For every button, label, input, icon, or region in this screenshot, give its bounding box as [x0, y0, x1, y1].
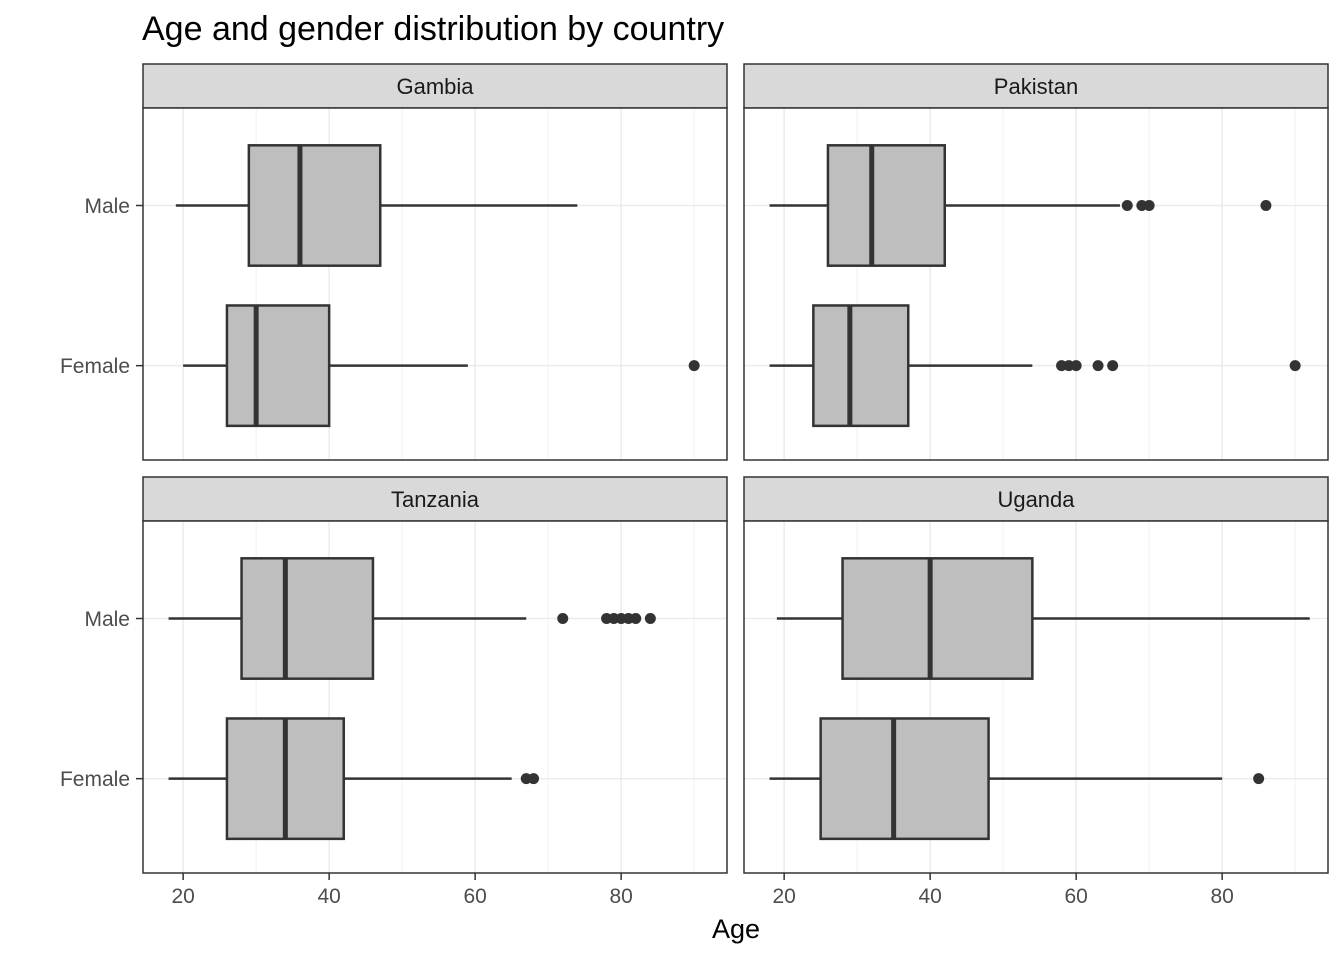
outlier-point	[644, 613, 656, 625]
facet-panels: Gambia Male Female Pakistan Tanzania Male Fema…	[60, 63, 1329, 908]
x-tick-label: 20	[772, 885, 795, 908]
panel-border	[142, 107, 728, 461]
box-iqr	[826, 144, 947, 267]
x-tick-label: 60	[1064, 885, 1087, 908]
box-iqr	[240, 557, 375, 680]
outlier-point	[1260, 200, 1272, 212]
strip-gambia	[142, 63, 728, 109]
box-iqr	[819, 717, 990, 841]
x-tick-label: 60	[463, 885, 486, 908]
box-iqr	[812, 304, 910, 428]
outlier-point	[630, 613, 642, 625]
outlier-point	[1143, 200, 1155, 212]
strip-pakistan	[743, 63, 1329, 109]
x-tick-label: 40	[317, 885, 340, 908]
box-pakistan-male	[769, 144, 1272, 267]
panel-tanzania: Tanzania Male Female 20 40 60 80	[60, 476, 728, 908]
y-tick-label: Male	[84, 608, 130, 631]
outlier-point	[1107, 360, 1119, 372]
x-axis-title: Age	[712, 914, 760, 944]
y-tick-label: Female	[60, 355, 130, 378]
outlier-point	[688, 360, 700, 372]
box-tanzania-male	[168, 557, 656, 680]
x-tick-label: 80	[609, 885, 632, 908]
x-tick-label: 40	[918, 885, 941, 908]
box-tanzania-female	[168, 717, 540, 841]
panel-border	[743, 520, 1329, 874]
x-tick-label: 20	[171, 885, 194, 908]
box-gambia-female	[183, 304, 700, 428]
strip-label-tanzania: Tanzania	[391, 487, 480, 512]
outlier-point	[1253, 773, 1265, 785]
box-gambia-male	[175, 144, 578, 267]
box-uganda-male	[776, 557, 1310, 680]
outlier-point	[1289, 360, 1301, 372]
panel-border	[142, 520, 728, 874]
y-tick-label: Female	[60, 768, 130, 791]
outlier-point	[528, 773, 540, 785]
panel-gambia: Gambia Male Female	[60, 63, 728, 461]
strip-label-uganda: Uganda	[997, 487, 1075, 512]
strip-label-pakistan: Pakistan	[994, 74, 1078, 99]
box-uganda-female	[769, 717, 1265, 841]
box-iqr	[247, 144, 382, 267]
panel-pakistan: Pakistan	[743, 63, 1329, 461]
y-tick-label: Male	[84, 195, 130, 218]
box-pakistan-female	[769, 304, 1301, 428]
chart-title: Age and gender distribution by country	[142, 10, 724, 48]
box-iqr	[841, 557, 1034, 680]
strip-tanzania	[142, 476, 728, 522]
outlier-point	[1070, 360, 1082, 372]
strip-uganda	[743, 476, 1329, 522]
x-tick-label: 80	[1210, 885, 1233, 908]
outlier-point	[557, 613, 569, 625]
panel-uganda: Uganda 20 40 60 80	[743, 476, 1329, 908]
strip-label-gambia: Gambia	[396, 74, 474, 99]
box-iqr	[225, 304, 331, 428]
panel-border	[743, 107, 1329, 461]
outlier-point	[1121, 200, 1133, 212]
outlier-point	[1092, 360, 1104, 372]
